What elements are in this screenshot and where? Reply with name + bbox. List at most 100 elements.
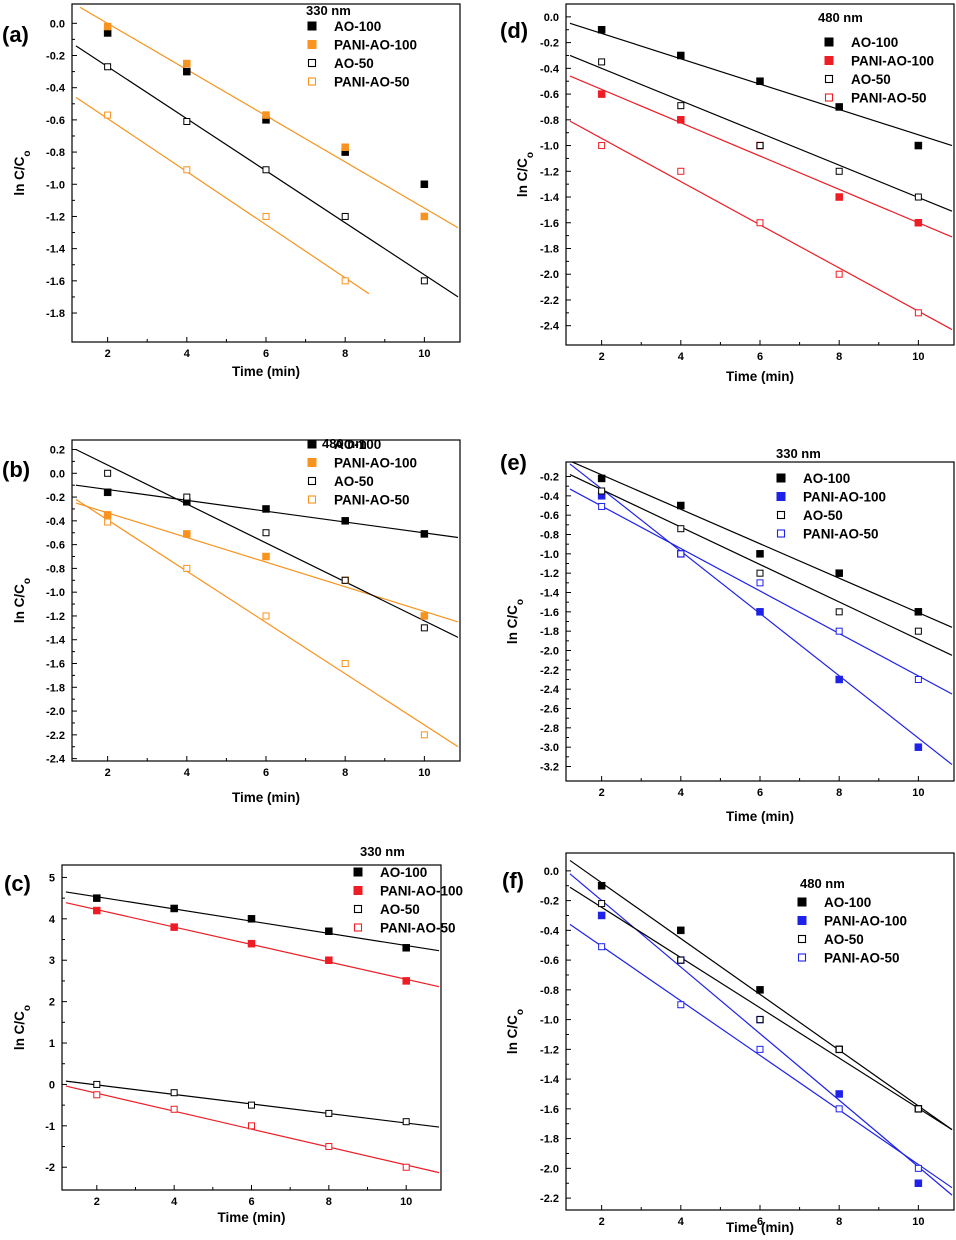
fit-line: [570, 462, 953, 628]
data-point: [103, 22, 112, 31]
y-tick-label: -2.8: [540, 723, 559, 735]
data-point: [325, 927, 333, 935]
data-point: [402, 1118, 410, 1126]
y-tick-label: 0.0: [50, 18, 65, 30]
data-point: [756, 608, 764, 616]
data-point: [183, 59, 191, 68]
data-point: [325, 1143, 333, 1151]
legend-label: PANI-AO-100: [824, 914, 907, 929]
data-point: [677, 167, 685, 175]
x-tick-label: 4: [184, 767, 191, 779]
data-point: [598, 58, 606, 66]
data-point: [914, 1105, 922, 1113]
y-tick-label: -1.0: [46, 587, 65, 599]
data-point: [677, 926, 685, 935]
legend-marker: [824, 56, 834, 65]
y-tick-label: -3.0: [540, 742, 559, 754]
chart-title: 330 nm: [776, 446, 821, 461]
fit-line: [569, 75, 953, 238]
y-tick-label: -2.2: [540, 665, 559, 677]
x-tick-label: 2: [105, 767, 111, 779]
data-point: [262, 505, 270, 513]
data-point: [183, 166, 191, 174]
legend-marker: [776, 510, 786, 520]
data-point: [103, 488, 112, 497]
y-tick-label: 3: [49, 955, 55, 967]
data-point: [835, 103, 843, 111]
data-point: [420, 624, 428, 632]
y-axis-title: ln C/Co: [515, 152, 536, 197]
y-tick-label: -0.4: [46, 83, 66, 95]
y-tick-label: 2: [49, 997, 55, 1009]
y-tick-label: -0.2: [540, 38, 559, 50]
legend-marker: [824, 93, 834, 102]
data-point: [325, 956, 333, 964]
data-point: [914, 743, 923, 751]
x-tick-label: 8: [836, 1216, 842, 1228]
legend-marker: [307, 21, 317, 31]
y-tick-label: -0.2: [540, 896, 559, 908]
data-point: [248, 1122, 255, 1130]
legend-marker: [307, 458, 317, 467]
y-axis-title: ln C/Co: [12, 1005, 33, 1050]
data-point: [104, 469, 112, 477]
y-tick-label: -2.6: [540, 704, 559, 716]
y-tick-label: -1.2: [540, 568, 559, 580]
y-tick-label: -0.6: [540, 955, 559, 967]
panel-label: (a): [2, 22, 29, 47]
y-axis-title: ln C/Co: [12, 150, 33, 195]
y-tick-label: -0.4: [540, 63, 560, 75]
data-point: [914, 608, 923, 616]
y-tick-label: -0.2: [46, 51, 65, 63]
y-tick-label: -0.6: [46, 115, 65, 127]
fit-line: [75, 502, 459, 623]
y-tick-label: -2.2: [540, 295, 559, 307]
legend-marker: [824, 37, 834, 47]
y-tick-label: -1.2: [46, 611, 65, 623]
y-tick-label: -0.8: [540, 530, 559, 542]
legend-marker: [307, 439, 317, 449]
x-tick-label: 4: [678, 1216, 685, 1228]
data-point: [183, 67, 191, 76]
data-point: [341, 212, 349, 220]
legend-label: PANI-AO-100: [851, 54, 934, 69]
legend-label: PANI-AO-100: [334, 38, 417, 53]
x-tick-label: 2: [599, 351, 605, 363]
chart-title: 330 nm: [360, 844, 405, 859]
y-tick-label: -0.8: [46, 147, 65, 159]
data-point: [677, 1001, 685, 1009]
x-tick-label: 6: [263, 348, 269, 360]
data-point: [262, 111, 270, 119]
x-tick-label: 4: [184, 348, 191, 360]
data-point: [183, 530, 191, 538]
legend-label: PANI-AO-100: [334, 456, 417, 471]
data-point: [598, 943, 606, 951]
chart-title: 480 nm: [800, 876, 845, 891]
data-point: [835, 167, 843, 175]
x-tick-label: 8: [326, 1196, 332, 1208]
y-tick-label: -0.6: [540, 510, 559, 522]
x-axis-title: Time (min): [726, 1220, 794, 1235]
data-point: [93, 906, 101, 915]
data-point: [341, 277, 349, 285]
data-point: [835, 627, 843, 635]
fit-line: [569, 923, 953, 1189]
data-point: [914, 193, 922, 201]
y-tick-label: -1.6: [540, 218, 559, 230]
y-tick-label: -0.2: [540, 472, 559, 484]
legend-marker: [353, 904, 363, 914]
y-tick-label: -3.2: [540, 762, 559, 774]
data-point: [914, 219, 923, 227]
y-tick-label: -1.4: [46, 244, 66, 256]
data-point: [677, 501, 685, 510]
chart-panel-e: 2 4 6 8 10 -0.2 -0.4 -0.6 -0.8 -1.0 -1.2 -1.4 -1.6 -1…: [500, 446, 955, 824]
legend-marker: [353, 867, 363, 877]
x-axis-title: Time (min): [726, 369, 794, 384]
data-point: [341, 576, 349, 584]
x-tick-label: 10: [912, 1216, 924, 1228]
fit-line: [569, 54, 953, 212]
data-point: [677, 956, 685, 964]
x-tick-label: 4: [678, 351, 685, 363]
data-point: [420, 277, 428, 285]
